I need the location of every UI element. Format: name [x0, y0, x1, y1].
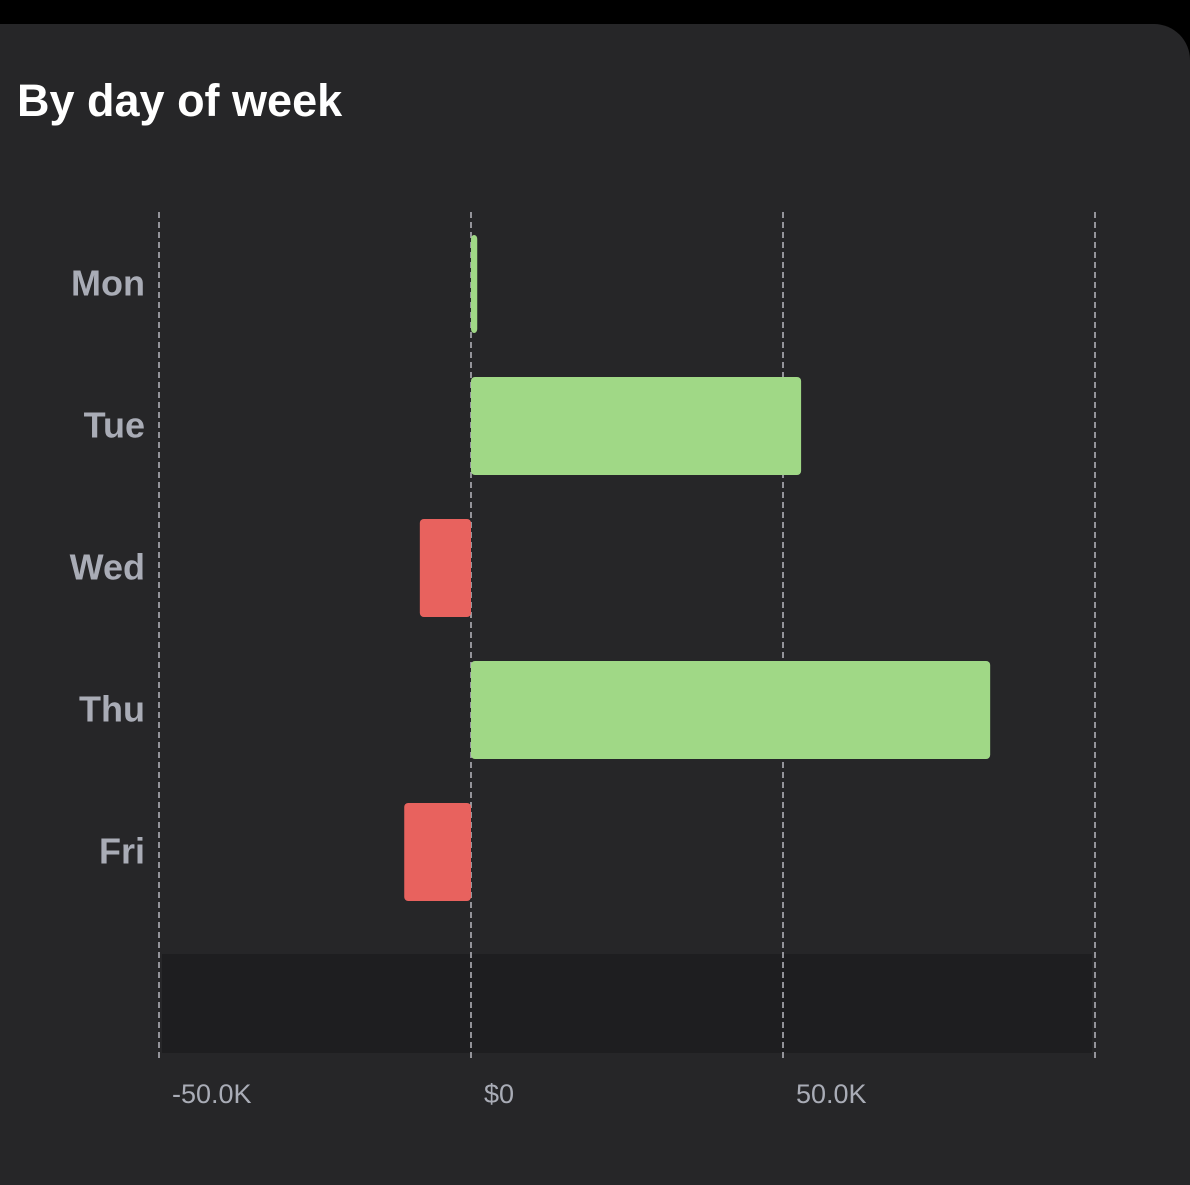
bar [471, 235, 478, 333]
x-tick-label: 50.0K [796, 1079, 867, 1109]
row-highlight [162, 954, 1092, 1053]
x-tick-label: $0 [484, 1079, 514, 1109]
y-tick-label: Wed [70, 547, 145, 588]
y-tick-label: Thu [79, 689, 145, 730]
bar [471, 661, 991, 759]
bar [471, 377, 802, 475]
bar [419, 519, 471, 617]
chart-title: By day of week [17, 75, 343, 126]
card [0, 24, 1190, 1185]
y-tick-label: Fri [99, 831, 145, 872]
y-tick-label: Tue [84, 405, 145, 446]
y-tick-label: Mon [71, 263, 145, 304]
x-tick-label: -50.0K [172, 1079, 252, 1109]
bar [404, 803, 471, 901]
